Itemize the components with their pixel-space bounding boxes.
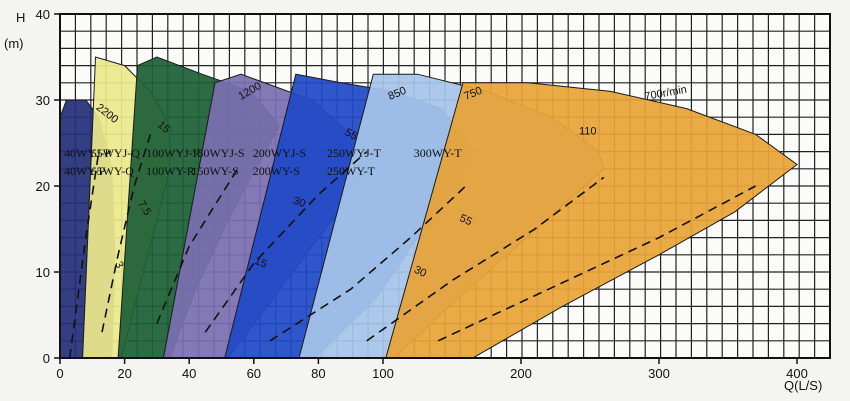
efficiency-curve bbox=[269, 185, 467, 342]
x-tick-label: 400 bbox=[786, 366, 808, 381]
efficiency-label: 15 bbox=[253, 255, 269, 271]
pump-regions bbox=[59, 56, 798, 359]
y-axis-unit: (m) bbox=[4, 36, 24, 51]
efficiency-curve bbox=[204, 151, 368, 333]
model-label: 250WY-T bbox=[327, 164, 376, 178]
model-label: 150WY-S bbox=[191, 164, 238, 178]
efficiency-curve bbox=[366, 176, 605, 342]
model-label: 250WYJ-T bbox=[327, 146, 382, 160]
model-label: 150WYJ-S bbox=[191, 146, 244, 160]
x-tick-label: 100 bbox=[372, 366, 394, 381]
model-label: 40WY-P bbox=[64, 164, 106, 178]
efficiency-label: 30 bbox=[412, 264, 428, 280]
efficiency-curve bbox=[437, 185, 756, 342]
y-tick-label: 30 bbox=[36, 93, 50, 108]
x-tick-label: 40 bbox=[182, 366, 196, 381]
model-label: 65WYJ-Q bbox=[91, 146, 141, 160]
pump-region-7 bbox=[385, 82, 798, 359]
y-axis-title: H bbox=[16, 10, 25, 25]
model-label: 100WYJ-R bbox=[146, 146, 201, 160]
model-label: 300WY-T bbox=[414, 146, 463, 160]
model-label: 40WYJ-P bbox=[64, 146, 112, 160]
x-tick-label: 200 bbox=[510, 366, 532, 381]
model-label: 200WY-S bbox=[253, 164, 300, 178]
model-label: 100WY-R bbox=[146, 164, 195, 178]
efficiency-label: 3 bbox=[112, 260, 125, 271]
efficiency-label: 110 bbox=[579, 125, 597, 137]
y-tick-label: 0 bbox=[43, 351, 50, 366]
y-tick-label: 10 bbox=[36, 265, 50, 280]
x-tick-label: 80 bbox=[311, 366, 325, 381]
y-tick-label: 20 bbox=[36, 179, 50, 194]
x-axis-title: Q(L/S) bbox=[784, 378, 822, 393]
efficiency-curve bbox=[68, 151, 100, 359]
efficiency-curve bbox=[156, 168, 239, 324]
x-tick-label: 300 bbox=[648, 366, 670, 381]
y-tick-label: 40 bbox=[36, 7, 50, 22]
x-tick-label: 20 bbox=[117, 366, 131, 381]
x-tick-label: 0 bbox=[56, 366, 63, 381]
efficiency-label: 55 bbox=[458, 212, 474, 228]
efficiency-label: 30 bbox=[292, 195, 308, 210]
efficiency-label: 55 bbox=[343, 126, 359, 142]
region-labels: 40WYJ-P40WY-P65WYJ-Q65WY-Q2200157.53100W… bbox=[64, 80, 688, 280]
model-label: 65WY-Q bbox=[91, 164, 135, 178]
model-label: 200WYJ-S bbox=[253, 146, 306, 160]
x-tick-label: 60 bbox=[247, 366, 261, 381]
